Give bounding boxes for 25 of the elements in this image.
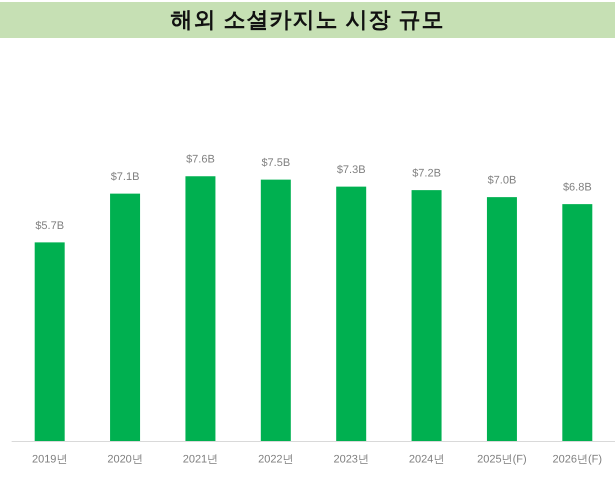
bar: [34, 242, 65, 441]
data-label: $7.1B: [110, 171, 140, 184]
bar: [486, 197, 517, 441]
data-label: $7.5B: [261, 157, 290, 170]
bar: [110, 194, 140, 441]
x-tick-label: 2025년(F): [477, 454, 527, 466]
bar: [562, 204, 592, 441]
bar: [412, 190, 442, 441]
data-label: $5.7B: [35, 220, 64, 232]
data-label: $7.0B: [488, 174, 516, 187]
x-tick-label: 2019년: [32, 454, 68, 466]
data-label: $7.6B: [186, 154, 215, 166]
x-tick-label: 2021년: [182, 454, 218, 466]
x-tick-label: 2022년: [258, 454, 294, 466]
x-tick-label: 2020년: [107, 454, 143, 466]
data-label: $6.8B: [562, 182, 592, 194]
bar: [336, 186, 366, 441]
x-tick-label: 2023년: [333, 454, 369, 466]
bar: [260, 180, 291, 441]
bar: [185, 176, 216, 441]
data-label: $7.3B: [336, 164, 366, 176]
chart-title: 해외 소셜카지노 시장 규모: [0, 2, 615, 38]
x-tick-label: 2024년: [408, 454, 444, 466]
data-label: $7.2B: [412, 168, 441, 180]
x-tick-label: 2026년(F): [552, 454, 602, 466]
